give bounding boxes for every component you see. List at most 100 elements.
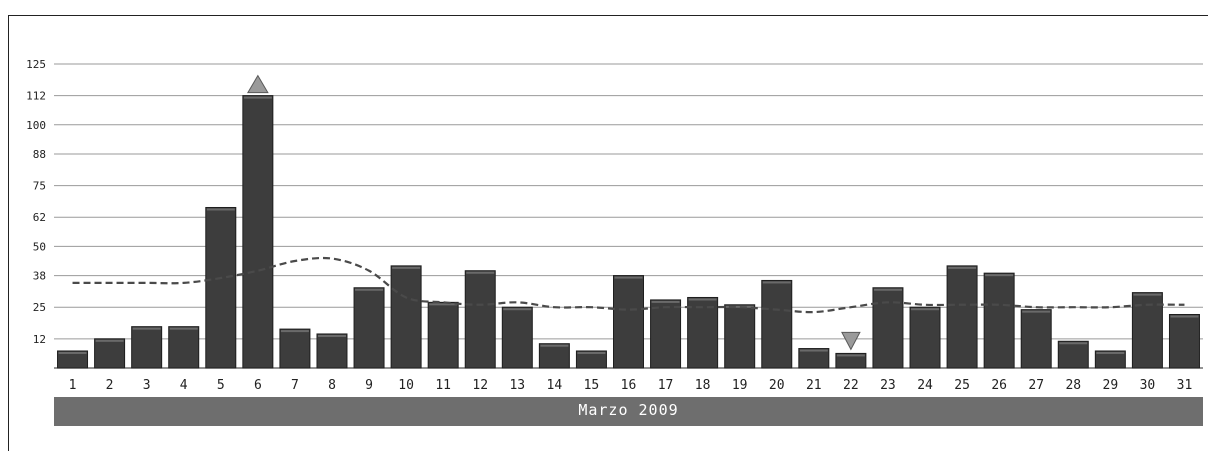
bar <box>57 350 89 369</box>
y-tick-label: 62 <box>33 211 46 224</box>
x-tick-label: 7 <box>291 378 299 393</box>
bar <box>427 301 459 369</box>
bar-highlight <box>836 354 865 357</box>
bar <box>798 348 830 369</box>
x-axis-label: Marzo 2009 <box>54 397 1203 426</box>
bar-highlight <box>1096 351 1125 354</box>
bar <box>1057 340 1089 369</box>
y-tick-label: 100 <box>26 119 46 132</box>
bar-highlight <box>873 288 902 291</box>
bar-series <box>57 95 1200 369</box>
bar-highlight <box>1059 342 1088 345</box>
bar <box>279 328 311 369</box>
bar <box>687 296 719 369</box>
x-tick-label: 9 <box>365 378 373 393</box>
y-tick-label: 125 <box>26 58 46 71</box>
y-tick-label: 88 <box>33 148 46 161</box>
bar <box>613 275 644 369</box>
bar <box>390 265 422 369</box>
bar <box>131 326 163 369</box>
max-marker-up-triangle <box>246 74 269 94</box>
x-tick-label: 10 <box>398 378 414 393</box>
bar <box>835 352 867 369</box>
x-tick-label: 28 <box>1065 378 1081 393</box>
bar <box>872 287 904 369</box>
min-marker-down-triangle <box>841 331 861 351</box>
bar-highlight <box>911 308 940 311</box>
bar-highlight <box>355 288 384 291</box>
bar-highlight <box>540 344 569 347</box>
x-tick-label: 29 <box>1103 378 1119 393</box>
x-tick-label: 18 <box>695 378 711 393</box>
bar <box>242 95 274 369</box>
x-tick-label: 31 <box>1177 378 1193 393</box>
bar <box>168 326 200 369</box>
bar <box>316 333 348 369</box>
chart-frame <box>8 15 1208 451</box>
bar <box>94 338 126 369</box>
x-tick-label: 21 <box>806 378 822 393</box>
x-tick-label: 11 <box>435 378 451 393</box>
x-tick-label: 19 <box>732 378 748 393</box>
y-tick-label: 25 <box>33 301 46 314</box>
extreme-markers <box>246 74 861 351</box>
bar <box>501 306 533 369</box>
bar <box>575 350 607 369</box>
x-tick-label: 4 <box>180 378 188 393</box>
bar <box>353 287 385 369</box>
bar-highlight <box>132 327 161 330</box>
bar-highlight <box>1170 315 1199 318</box>
bar <box>1168 313 1200 369</box>
bar-highlight <box>725 305 754 308</box>
x-tick-label: 15 <box>584 378 600 393</box>
x-axis-ticks: 1 2 3 4 5 6 7 8 9 10 11 12 13 14 15 16 17 18 19 20 21 22 23 24 2… <box>69 378 1193 393</box>
y-tick-label: 38 <box>33 270 46 283</box>
x-tick-label: 27 <box>1028 378 1044 393</box>
x-tick-label: 20 <box>769 378 785 393</box>
bar <box>1020 309 1052 369</box>
bar-highlight <box>243 96 272 99</box>
bar-highlight <box>392 266 421 269</box>
x-tick-label: 3 <box>143 378 151 393</box>
bar <box>464 270 496 369</box>
bar <box>205 206 237 369</box>
bar-highlight <box>280 330 309 333</box>
y-tick-label: 12 <box>33 333 46 346</box>
bar-highlight <box>429 303 458 306</box>
x-tick-label: 25 <box>954 378 970 393</box>
x-tick-label: 13 <box>509 378 525 393</box>
bar-highlight <box>762 281 791 284</box>
bar-highlight <box>948 266 977 269</box>
bar <box>538 343 570 369</box>
bar-highlight <box>651 300 680 303</box>
x-tick-label: 24 <box>917 378 933 393</box>
x-tick-label: 8 <box>328 378 336 393</box>
bar-highlight <box>95 339 124 342</box>
bar-highlight <box>206 208 235 211</box>
x-tick-label: 1 <box>69 378 77 393</box>
bar-highlight <box>688 298 717 301</box>
x-tick-label: 2 <box>106 378 114 393</box>
bar <box>946 265 978 369</box>
bar-highlight <box>799 349 828 352</box>
x-tick-label: 23 <box>880 378 896 393</box>
bar-highlight <box>985 274 1014 277</box>
x-tick-label: 22 <box>843 378 859 393</box>
bar-highlight <box>614 276 643 279</box>
x-tick-label: 14 <box>547 378 563 393</box>
x-tick-label: 16 <box>621 378 637 393</box>
x-tick-label: 5 <box>217 378 225 393</box>
bar <box>724 304 756 369</box>
y-tick-label: 50 <box>33 240 46 253</box>
bar <box>761 279 793 369</box>
bar-highlight <box>577 351 606 354</box>
x-tick-label: 17 <box>658 378 674 393</box>
bar-highlight <box>466 271 495 274</box>
bar-highlight <box>169 327 198 330</box>
x-tick-label: 26 <box>991 378 1007 393</box>
x-tick-label: 30 <box>1140 378 1156 393</box>
bar-highlight <box>503 308 532 311</box>
bar-highlight <box>317 334 346 337</box>
y-axis-ticks: 12 25 38 50 62 75 88 100 112 125 <box>26 58 46 346</box>
